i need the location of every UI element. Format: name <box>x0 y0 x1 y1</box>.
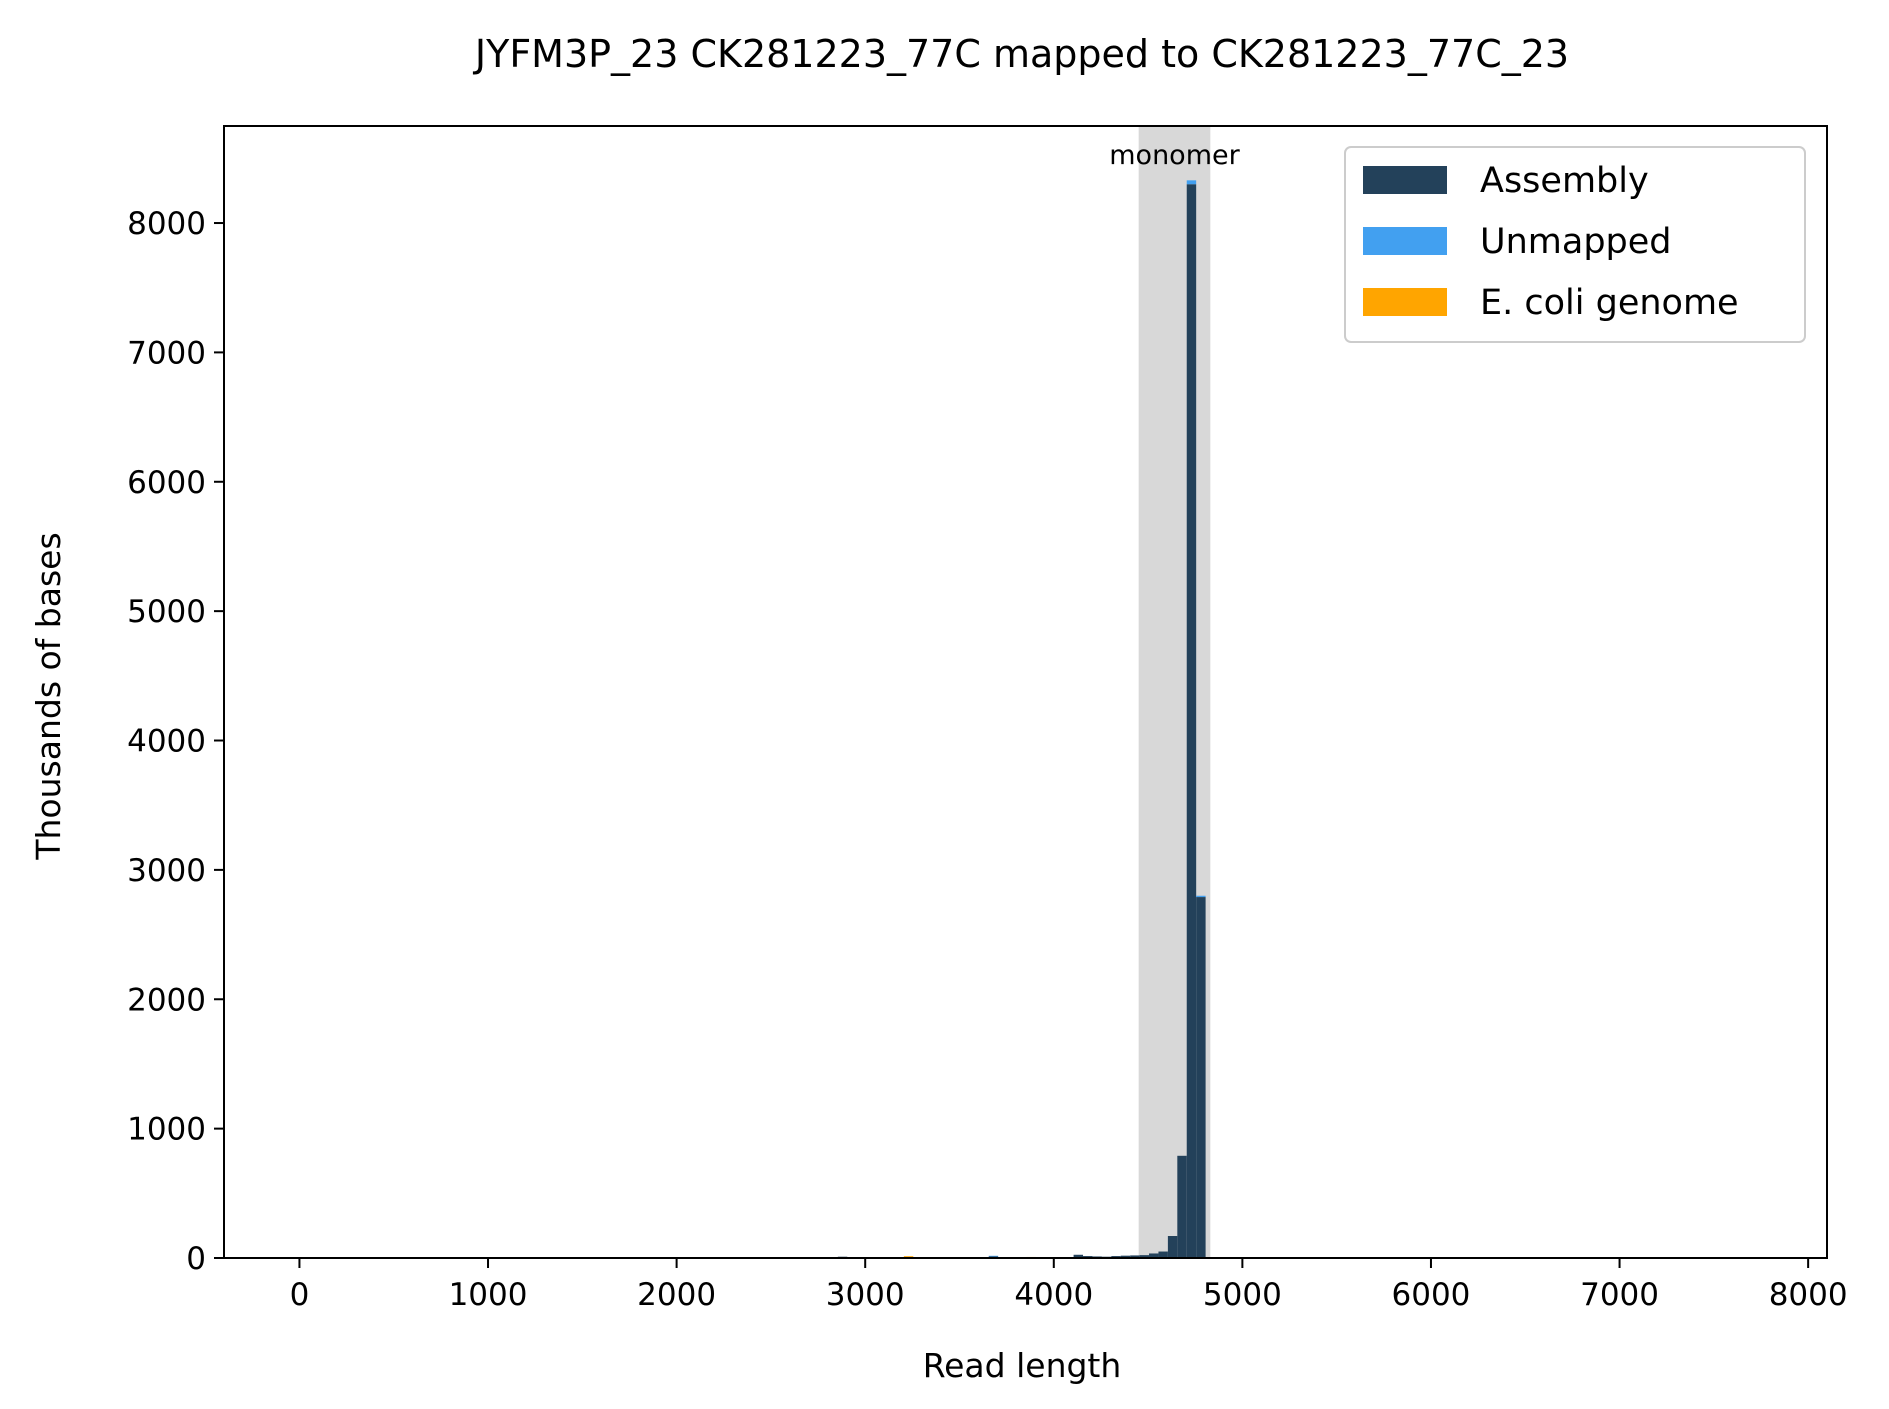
x-tick-label: 7000 <box>1580 1277 1659 1313</box>
y-tick-label: 3000 <box>127 853 206 889</box>
legend-swatch <box>1363 288 1447 316</box>
bar-assembly-4130 <box>1073 1254 1084 1258</box>
x-tick-label: 5000 <box>1203 1277 1282 1313</box>
x-tick-label: 4000 <box>1014 1277 1093 1313</box>
bar-assembly-4430 <box>1130 1255 1140 1258</box>
y-tick-label: 2000 <box>127 982 206 1018</box>
x-tick-label: 8000 <box>1769 1277 1848 1313</box>
axes-frame <box>223 125 1828 1259</box>
y-tick-label: 7000 <box>127 335 206 371</box>
x-tick-label: 2000 <box>637 1277 716 1313</box>
x-tick-label: 3000 <box>826 1277 905 1313</box>
bar-unmapped-3680 <box>988 1255 999 1257</box>
legend-swatch <box>1363 227 1447 255</box>
legend-label: Unmapped <box>1480 222 1672 262</box>
y-tick-label: 0 <box>186 1241 206 1277</box>
region-label: monomer <box>1109 140 1240 171</box>
bar-assembly-4580 <box>1158 1251 1168 1258</box>
legend-label: Assembly <box>1480 161 1649 201</box>
bar-assembly-4730 <box>1186 184 1197 1258</box>
legend-frame <box>1344 146 1806 343</box>
bar-e-coli-genome-3230 <box>903 1256 914 1257</box>
bar-assembly-4530 <box>1149 1253 1159 1258</box>
legend: Assembly Unmapped E. coli genome <box>1344 146 1806 343</box>
bar-unmapped-4730 <box>1186 180 1197 185</box>
bar-assembly-4680 <box>1177 1155 1187 1258</box>
x-axis-ticks: 0 1000 2000 3000 4000 5000 6000 7000 8000 <box>290 1258 1848 1313</box>
bar-unmapped-4780 <box>1196 895 1206 898</box>
y-tick-label: 4000 <box>127 724 206 760</box>
bar-assembly-4780 <box>1196 897 1206 1258</box>
y-tick-label: 1000 <box>127 1112 206 1148</box>
x-tick-label: 0 <box>290 1277 310 1313</box>
bar-assembly-4380 <box>1120 1255 1131 1258</box>
x-tick-label: 1000 <box>449 1277 528 1313</box>
y-tick-label: 6000 <box>127 465 206 501</box>
bar-assembly-4630 <box>1167 1236 1178 1258</box>
y-axis-label: Thousands of bases <box>29 532 68 860</box>
bar-assembly-4480 <box>1139 1255 1150 1258</box>
plot-area: monomer 0 1000 2000 3000 4000 5000 6000 7000 800… <box>127 125 1848 1313</box>
legend-label: E. coli genome <box>1480 283 1739 323</box>
legend-swatch <box>1363 166 1447 194</box>
y-tick-label: 8000 <box>127 206 206 242</box>
chart-title: JYFM3P_23 CK281223_77C mapped to CK28122… <box>473 32 1569 76</box>
x-tick-label: 6000 <box>1392 1277 1471 1313</box>
y-axis-ticks: 0 1000 2000 3000 4000 5000 6000 7000 8000 <box>127 206 224 1277</box>
y-tick-label: 5000 <box>127 594 206 630</box>
x-axis-label: Read length <box>923 1346 1122 1385</box>
